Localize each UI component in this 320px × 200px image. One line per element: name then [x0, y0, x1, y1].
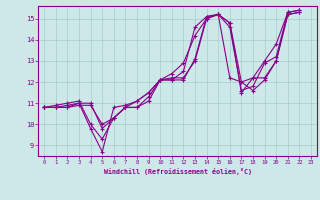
X-axis label: Windchill (Refroidissement éolien,°C): Windchill (Refroidissement éolien,°C)	[104, 168, 252, 175]
